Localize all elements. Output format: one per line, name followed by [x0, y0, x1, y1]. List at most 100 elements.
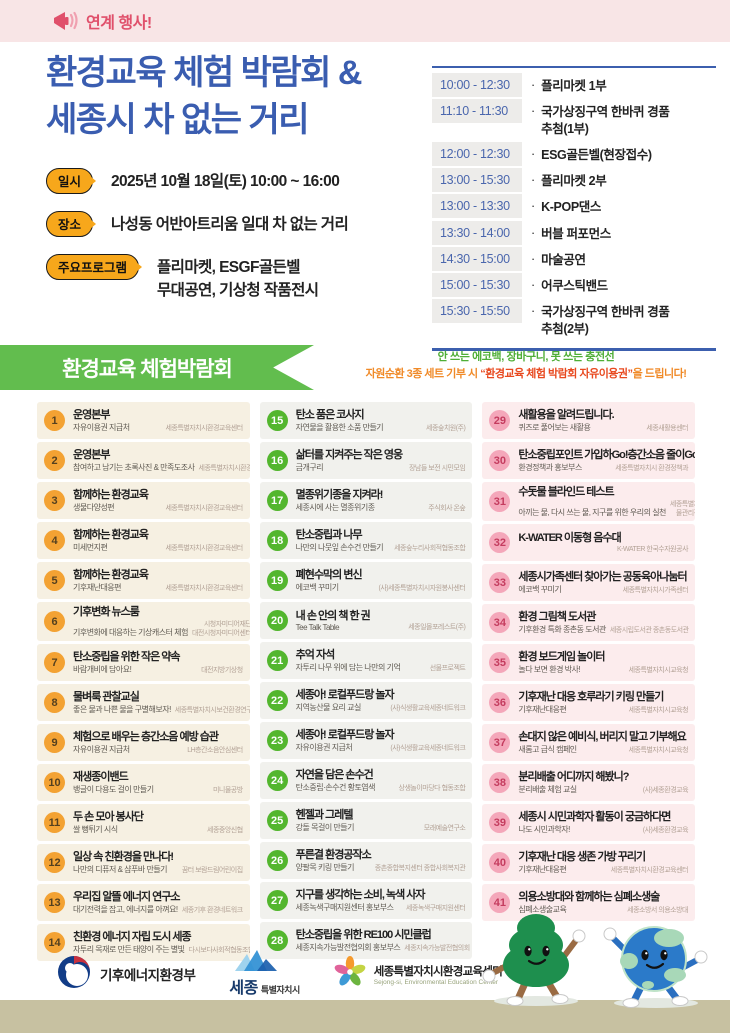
booth-organization: 종촌종합복지센터 종합사회복지관: [374, 865, 466, 873]
booth-subrow: 자유이용권 지급처 세종특별자치시환경교육센터: [73, 422, 243, 433]
booth-title: 세종아! 로컬푸드랑 놀자: [295, 688, 395, 701]
booth-subtitle: 기후환경 특화 종촌동 도서관: [518, 625, 606, 635]
sejong-name: 세종: [229, 980, 258, 997]
booth-title: 헨젤과 그레텔: [295, 808, 354, 821]
schedule-event: 플리마켓 1부: [541, 79, 607, 93]
booth-subrow: 새롬고 급식 캠페인 세종특별자치시교육청: [518, 744, 688, 755]
booth-title: K-WATER 이동형 음수대: [518, 531, 621, 544]
booth-number: 20: [266, 610, 288, 631]
booth-organization: 세종새활용센터: [646, 425, 689, 433]
booth-number: 9: [44, 732, 65, 754]
booth-organization: (사)식생활교육세종네트워크: [390, 745, 466, 753]
booth-card: 21 추억 자석 자투리 나무 위에 담는 나만의 기억 선물프로젝트: [259, 642, 473, 679]
booth-card: 25 헨젤과 그레텔 강돌 목걸이 만들기 모래예술연구소: [259, 802, 473, 839]
sejong-name-suffix: 특별자치시: [260, 985, 300, 995]
booth-card: 23 세종아! 로컬푸드랑 놀자 자유이용권 지급처 (사)식생활교육세종네트워…: [259, 722, 473, 759]
schedule-time: 13:00 - 13:30: [432, 194, 522, 219]
booth-subtitle: 좋은 물과 나쁜 물을 구별해보자!: [73, 705, 171, 715]
booth-subtitle: Tee Talk Table: [295, 623, 340, 633]
booth-number: 31: [489, 491, 511, 513]
booth-body: 체험으로 배우는 층간소음 예방 습관 자유이용권 지급처 LH층간소음안심센터: [73, 730, 243, 756]
booth-title: 멸종위기종을 지켜라!: [295, 488, 384, 501]
title-line-1: 환경교육 체험 박람회 &: [46, 54, 362, 92]
booth-card: 19 폐현수막의 변신 에코백 꾸미기 (사)세종특별자치시자원봉사센터: [259, 562, 473, 599]
schedule-time: 15:30 - 15:50: [432, 299, 522, 324]
booth-title: 탄소중립을 위한 RE100 시민클럽: [295, 928, 432, 941]
booth-number: 23: [266, 730, 288, 751]
booth-organization: 시청자미디어재단 대전시청자미디어센터: [191, 620, 250, 637]
booth-card: 35 환경 보드게임 놀이터 놀다 보면 환경 박사! 세종특별자치시교육청: [482, 644, 696, 682]
booth-subrow: 기후재난대응편 세종특별자치시환경교육센터: [73, 582, 243, 593]
booth-number: 26: [266, 850, 288, 871]
booth-title: 친환경 에너지 자립 도시 세종: [73, 930, 192, 943]
booth-subtitle: 에코백 꾸미기: [518, 585, 562, 595]
booth-subrow: 쌀 뻥튀기 시식 세종중앙신협: [73, 824, 243, 835]
booth-subrow: 환경정책과 홍보부스 세종특별자치시 환경정책과: [518, 462, 688, 473]
booth-organization: 세종녹색구매지원센터: [405, 905, 466, 913]
schedule-row: 15:30 - 15:50 · 국가상징구역 한바퀴 경품 추첨(2부): [432, 299, 716, 342]
booth-subrow: 뱅글이 다용도 걸이 만들기 미니물공방: [73, 784, 243, 795]
booth-subtitle: 환경정책과 홍보부스: [518, 463, 582, 473]
schedule-time: 13:30 - 14:00: [432, 220, 522, 245]
booth-title: 운영본부: [73, 408, 110, 421]
booth-subtitle: 양팔목 키링 만들기: [295, 863, 355, 873]
booth-subtitle: 금개구리: [295, 463, 324, 473]
booth-number: 24: [266, 770, 288, 791]
booth-card: 3 함께하는 환경교육 생물다양성편 세종특별자치시환경교육센터: [37, 482, 250, 519]
schedule-event: K-POP댄스: [541, 200, 601, 215]
booth-number: 28: [266, 930, 288, 951]
promo-line-2: 자원순환 3종 세트 기부 시 “환경교육 체험 박람회 자유이용권”을 드립니…: [328, 366, 724, 383]
booth-body: 헨젤과 그레텔 강돌 목걸이 만들기 모래예술연구소: [296, 808, 466, 834]
booth-body: 세종시 시민과학자 활동이 궁금하다면 나도 시민과학자! (사)세종환경교육: [518, 810, 688, 836]
booth-title: 함께하는 환경교육: [73, 568, 149, 581]
logo-ministry: 기후에너지환경부: [56, 954, 196, 995]
info-row: 장소 나성동 어반아트리움 일대 차 없는 거리: [46, 211, 441, 237]
booth-body: 추억 자석 자투리 나무 위에 담는 나만의 기억 선물프로젝트: [296, 648, 466, 674]
booth-organization: 세종특별자치시 환경정책과: [615, 465, 689, 473]
booth-title: 세종아! 로컬푸드랑 놀자: [295, 728, 395, 741]
booth-title: 수돗물 블라인드 테스트: [518, 486, 614, 498]
booth-subtitle: 새롬고 급식 캠페인: [518, 745, 577, 755]
schedule-time: 14:30 - 15:00: [432, 246, 522, 271]
booth-subtitle: 놀다 보면 환경 박사!: [518, 665, 581, 675]
booth-title: 의용소방대와 함께하는 심폐소생술: [518, 890, 660, 903]
booth-title: 재생종이밴드: [73, 770, 129, 783]
footer-logos: 기후에너지환경부 세종 특별자치시: [56, 950, 503, 998]
booth-subrow: 미세먼지편 세종특별자치시환경교육센터: [73, 542, 243, 553]
booth-subrow: 자연물을 활용한 소품 만들기 세종숲치원(주): [296, 422, 466, 433]
booth-body: K-WATER 이동형 음수대 K-WATER 한국수자원공사: [518, 531, 688, 555]
pinwheel-icon: [334, 955, 366, 993]
booth-subtitle: 자연물을 활용한 소품 만들기: [295, 423, 384, 433]
booth-subtitle: 지역농산물 요리 교실: [295, 703, 362, 713]
earth-mascot: [603, 926, 708, 1008]
ground-strip: [0, 1000, 730, 1033]
booth-subtitle: 나도 시민과학자!: [518, 825, 570, 835]
page-title: 환경교육 체험 박람회 & 세종시 차 없는 거리: [46, 50, 362, 144]
booth-organization: (사)세종환경교육: [642, 787, 689, 795]
booth-body: 우리집 알뜰 에너지 연구소 대기전력을 잡고, 에너지를 아껴요! 세종기후 …: [73, 890, 243, 916]
booth-number: 11: [44, 812, 65, 834]
booth-organization: 주식회사 온숲: [428, 505, 466, 513]
booth-title: 내 손 안의 책 한 권: [295, 609, 371, 622]
info-label-badge: 일시: [46, 168, 97, 194]
booth-subtitle: 자유이용권 지급처: [73, 423, 130, 433]
booth-organization: 세종소방서 의용소방대: [627, 907, 689, 915]
booth-organization: 세종기후 환경네트워크: [181, 907, 243, 915]
booth-title: 두 손 모아 봉사단: [73, 810, 144, 823]
booth-title: 함께하는 환경교육: [73, 528, 149, 541]
schedule-row: 13:00 - 13:30 · K-POP댄스: [432, 194, 716, 220]
booth-subtitle: 심폐소생술교육: [518, 905, 567, 915]
booth-subrow: 생물다양성편 세종특별자치시환경교육센터: [73, 502, 243, 513]
linked-event-label: 연계 행사!: [86, 15, 152, 32]
booth-body: 두 손 모아 봉사단 쌀 뻥튀기 시식 세종중앙신협: [73, 810, 243, 836]
info-value: 나성동 어반아트리움 일대 차 없는 거리: [111, 216, 349, 233]
booth-subtitle: 자유이용권 지급처: [73, 745, 130, 755]
booth-title: 추억 자석: [295, 648, 336, 661]
schedule-row: 14:30 - 15:00 · 마술공연: [432, 246, 716, 273]
booth-organization: 세종특별자치시환경교육센터: [165, 505, 243, 513]
booth-card: 32 K-WATER 이동형 음수대 K-WATER 한국수자원공사: [482, 524, 696, 562]
booth-subtitle: 참여하고 남기는 초록사진 & 만족도조사: [73, 463, 195, 473]
booth-card: 33 세종시가족센터 찾아가는 공동육아나눔터 에코백 꾸미기 세종특별자치시가…: [482, 564, 696, 602]
booth-title: 푸른결 환경공작소: [295, 848, 372, 861]
booth-organization: 세종특별자치시환경교육센터: [165, 585, 243, 593]
